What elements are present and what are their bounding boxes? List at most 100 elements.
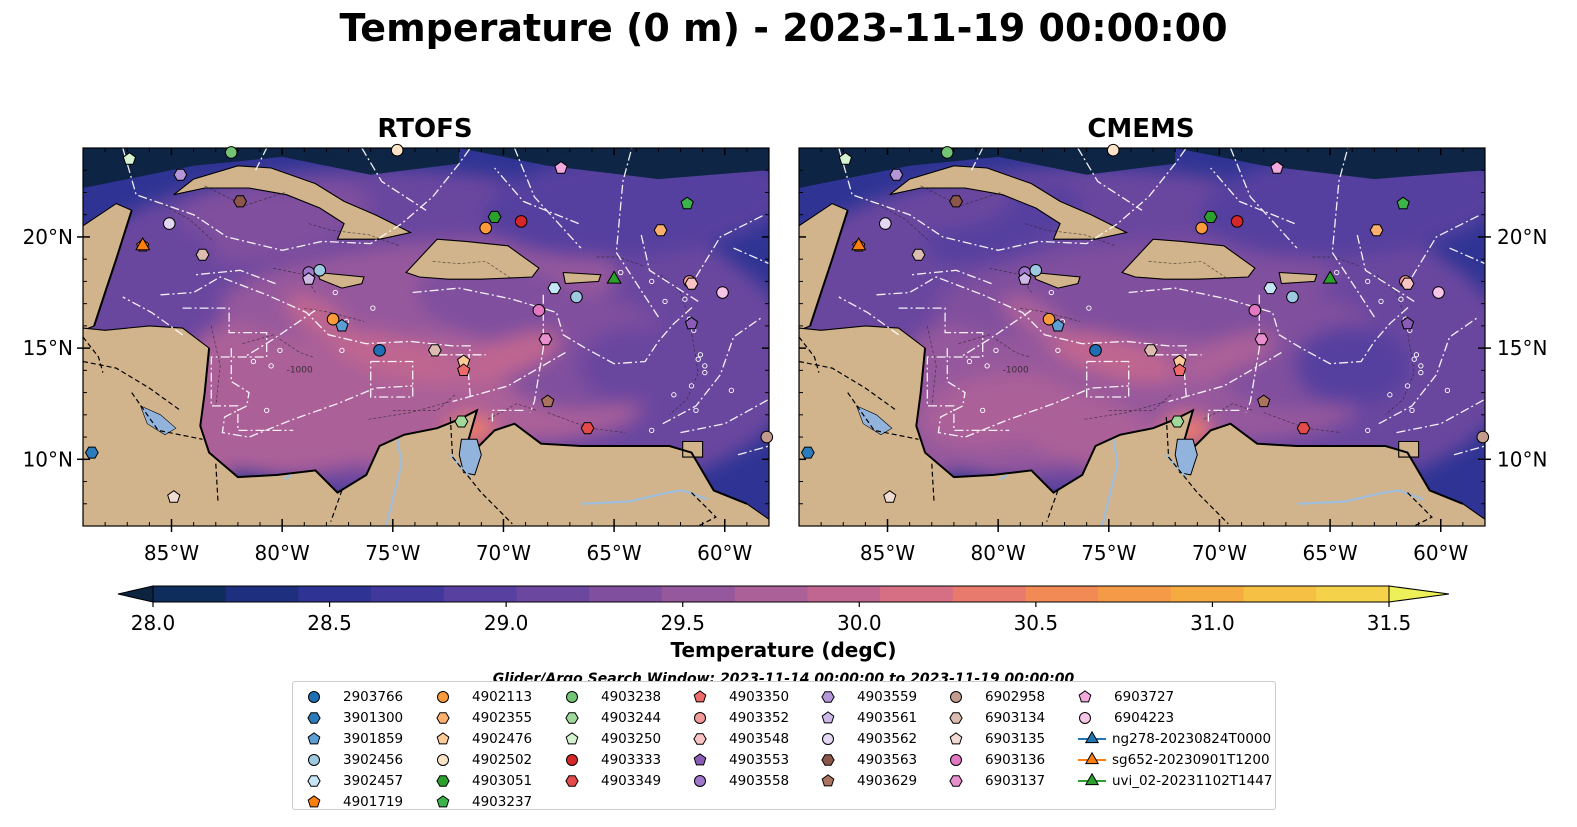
legend-entry: 4903237: [436, 791, 532, 812]
colorbar-tick-label: 30.5: [1014, 611, 1059, 635]
float-marker-3902456: [1286, 290, 1299, 304]
float-marker-4902113: [1195, 221, 1209, 235]
colorbar-band: [371, 586, 445, 602]
float-marker-6902958: [760, 430, 774, 444]
float-marker-3902456: [313, 263, 327, 277]
map-frame: [82, 147, 770, 527]
legend-marker-icon: [693, 752, 707, 765]
legend-marker-icon: [436, 711, 450, 724]
legend-entry: 4903244: [565, 707, 661, 728]
legend-marker-icon: [822, 732, 834, 745]
legend-label: uvi_02-20231102T1447: [1112, 772, 1273, 789]
legend-label: 3901859: [343, 730, 404, 747]
legend-column: 2903766 3901300 3901859 3902456 3902457 49017…: [307, 686, 403, 812]
legend-marker-icon: [308, 690, 320, 703]
map-frame: [798, 147, 1486, 527]
colorbar-tick-label: 31.0: [1190, 611, 1235, 635]
eez-boundaries: [122, 148, 769, 456]
legend-entry: 6903136: [949, 749, 1045, 770]
float-marker-6902958: [1476, 430, 1490, 444]
colorbar-tick-label: 31.5: [1367, 611, 1412, 635]
float-marker-4903244: [1170, 415, 1185, 428]
float-marker-6904223: [1432, 286, 1445, 299]
float-marker-4903561: [1018, 272, 1032, 285]
legend-marker-icon: [1079, 711, 1091, 724]
lon-tick-label: 70°W: [476, 541, 531, 565]
legend-label: 3902456: [343, 751, 404, 768]
legend-marker-icon: [1078, 772, 1106, 785]
lat-tick-label: 10°N: [23, 447, 73, 471]
float-marker-4902113: [326, 312, 340, 326]
legend-marker-icon: [566, 690, 578, 703]
float-markers-rtofs: [84, 143, 774, 503]
legend-marker-icon: [1078, 730, 1106, 743]
colorbar-tick-label: 28.5: [307, 611, 352, 635]
legend-column: 4903238 4903244 4903250 4903333 4903349: [565, 686, 661, 791]
legend-column: 4902113 4902355 4902476 4902502 4903051 49032…: [436, 686, 532, 812]
map-figure: -1000 85°W 80°W 75°W 70°W 65°W 60°W 20°N 15°N 10°…: [23, 143, 1547, 635]
legend-label: 6903136: [985, 751, 1046, 768]
legend-label: 4903563: [857, 751, 918, 768]
lat-tick-label: 10°N: [1497, 447, 1547, 471]
legend-marker-icon: [565, 711, 579, 724]
legend-marker-icon: [693, 732, 707, 745]
legend-entry: 3902456: [307, 749, 403, 770]
legend-label: 4903352: [729, 709, 790, 726]
float-marker-4903333: [514, 215, 528, 228]
float-marker-6903137: [1254, 333, 1269, 346]
legend-entry: 4903558: [693, 770, 789, 791]
float-marker-3902457: [1263, 282, 1278, 295]
lon-tick-label: 65°W: [586, 541, 641, 565]
colorbar-band: [807, 586, 881, 602]
legend-label: 4903548: [729, 730, 790, 747]
float-marker-6903727: [554, 160, 568, 174]
legend-entry: 4903250: [565, 728, 661, 749]
legend-entry: 6904223: [1078, 707, 1272, 728]
legend-column: 4903559 4903561 4903562 4903563 4903629: [821, 686, 917, 791]
legend-entry: 4903548: [693, 728, 789, 749]
search-window-text: Glider/Argo Search Window: 2023-11-14 00…: [492, 671, 1075, 683]
legend-marker-icon: [436, 794, 450, 807]
colorbar-band: [1170, 586, 1245, 602]
colorbar-band: [589, 586, 663, 602]
colorbar-tick-label: 29.0: [484, 611, 529, 635]
legend-marker-icon: [436, 774, 450, 787]
legend-label: 4901719: [343, 793, 404, 810]
legend-marker-icon: [307, 794, 321, 807]
legend-label: 4902113: [472, 688, 533, 705]
legend-label: 6903137: [985, 772, 1046, 789]
float-marker-2903766: [1089, 344, 1102, 357]
legend-marker-icon: [694, 711, 706, 724]
float-marker-4903629: [541, 394, 555, 408]
legend-entry: sg652-20230901T1200: [1078, 749, 1272, 770]
legend-entry: 6902958: [949, 686, 1045, 707]
float-marker-6903727: [1270, 160, 1284, 174]
legend-entry: 4903562: [821, 728, 917, 749]
float-marker-4903559: [173, 168, 188, 181]
colorbar-band: [443, 586, 518, 602]
float-marker-4902502: [390, 143, 404, 157]
legend-label: 4903553: [729, 751, 790, 768]
land: [83, 165, 769, 526]
colorbar-label: Temperature (degC): [670, 638, 897, 662]
contour-label: -1000: [287, 366, 313, 376]
legend-marker-icon: [821, 690, 835, 703]
legend-label: 6902958: [985, 688, 1046, 705]
colorbar-band: [298, 586, 372, 602]
float-marker-4903237: [680, 196, 694, 210]
colorbar-band: [952, 586, 1026, 602]
legend-label: 4902502: [472, 751, 533, 768]
legend-marker-icon: [949, 774, 963, 787]
depth-contours: [155, 185, 699, 433]
float-marker-4903553: [684, 316, 699, 330]
colorbar-band: [1316, 586, 1390, 602]
colorbar-band: [661, 586, 736, 602]
legend-label: 6903134: [985, 709, 1046, 726]
legend: 2903766 3901300 3901859 3902456 3902457 49017…: [292, 681, 1276, 810]
legend-marker-icon: [950, 753, 962, 766]
legend-column: 4903350 4903352 4903548 4903553 4903558: [693, 686, 789, 791]
legend-column: 6902958 6903134 6903135 6903136 6903137: [949, 686, 1045, 791]
legend-marker-icon: [565, 731, 579, 744]
legend-label: 4903250: [601, 730, 662, 747]
legend-label: 4903244: [601, 709, 662, 726]
